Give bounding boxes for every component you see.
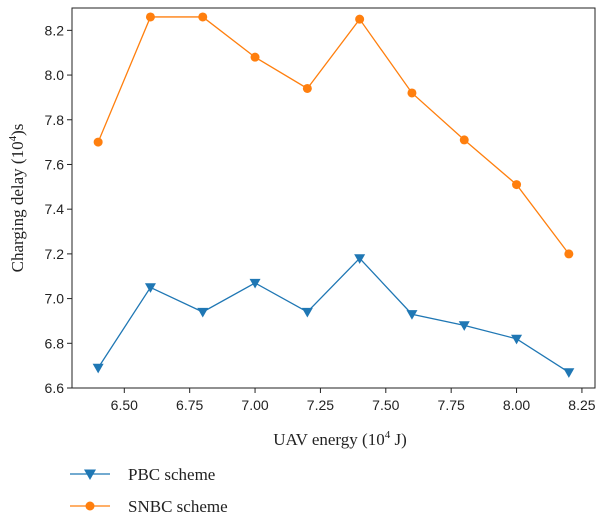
y-axis-label: Charging delay (104)s — [7, 124, 27, 273]
data-point — [563, 368, 575, 378]
data-point — [198, 12, 208, 22]
data-point — [355, 14, 365, 24]
y-tick-label: 6.6 — [45, 380, 65, 396]
legend-marker — [84, 469, 96, 480]
x-tick-label: 7.00 — [241, 397, 268, 413]
y-tick-label: 8.2 — [45, 22, 65, 38]
series-line-1 — [97, 257, 570, 373]
x-tick-label: 7.50 — [372, 397, 399, 413]
y-tick-label: 7.4 — [45, 201, 65, 217]
y-tick-label: 7.8 — [45, 112, 65, 128]
x-tick-label: 8.25 — [568, 397, 595, 413]
x-tick-label: 7.75 — [438, 397, 465, 413]
data-point — [564, 249, 574, 259]
series-line-2 — [97, 16, 570, 255]
data-point — [458, 321, 470, 331]
data-point — [145, 12, 155, 22]
x-tick-label: 6.50 — [111, 397, 138, 413]
y-axis: 6.6 6.8 7.0 7.2 7.4 7.6 7.8 8.0 8.2 — [45, 22, 72, 396]
y-tick-label: 7.0 — [45, 291, 65, 307]
data-point — [250, 52, 260, 62]
legend-label: SNBC scheme — [128, 497, 228, 516]
data-point — [512, 180, 522, 190]
x-tick-label: 7.25 — [307, 397, 334, 413]
x-tick-label: 8.00 — [503, 397, 530, 413]
data-point — [197, 307, 209, 318]
x-axis: 6.50 6.75 7.00 7.25 7.50 7.75 8.00 8.25 — [111, 388, 596, 413]
plot-frame — [71, 7, 596, 389]
x-tick-label: 6.75 — [176, 397, 203, 413]
data-point — [93, 137, 103, 147]
x-axis-label: UAV energy (104 J) — [273, 429, 406, 449]
y-tick-label: 6.8 — [45, 335, 65, 351]
data-point — [459, 135, 469, 145]
y-tick-label: 7.2 — [45, 246, 65, 262]
data-point — [302, 83, 312, 93]
data-point — [407, 88, 417, 98]
data-point — [511, 334, 523, 345]
legend-label: PBC scheme — [128, 465, 215, 484]
data-point — [92, 363, 104, 374]
legend-marker — [85, 501, 95, 511]
data-point — [354, 254, 366, 264]
data-point — [301, 307, 313, 318]
data-point — [144, 283, 156, 293]
data-point — [406, 310, 418, 320]
y-tick-label: 8.0 — [45, 67, 65, 83]
data-point — [249, 278, 261, 289]
series-layer — [92, 12, 575, 378]
y-tick-label: 7.6 — [45, 156, 65, 172]
legend: PBC scheme SNBC scheme — [70, 465, 228, 516]
